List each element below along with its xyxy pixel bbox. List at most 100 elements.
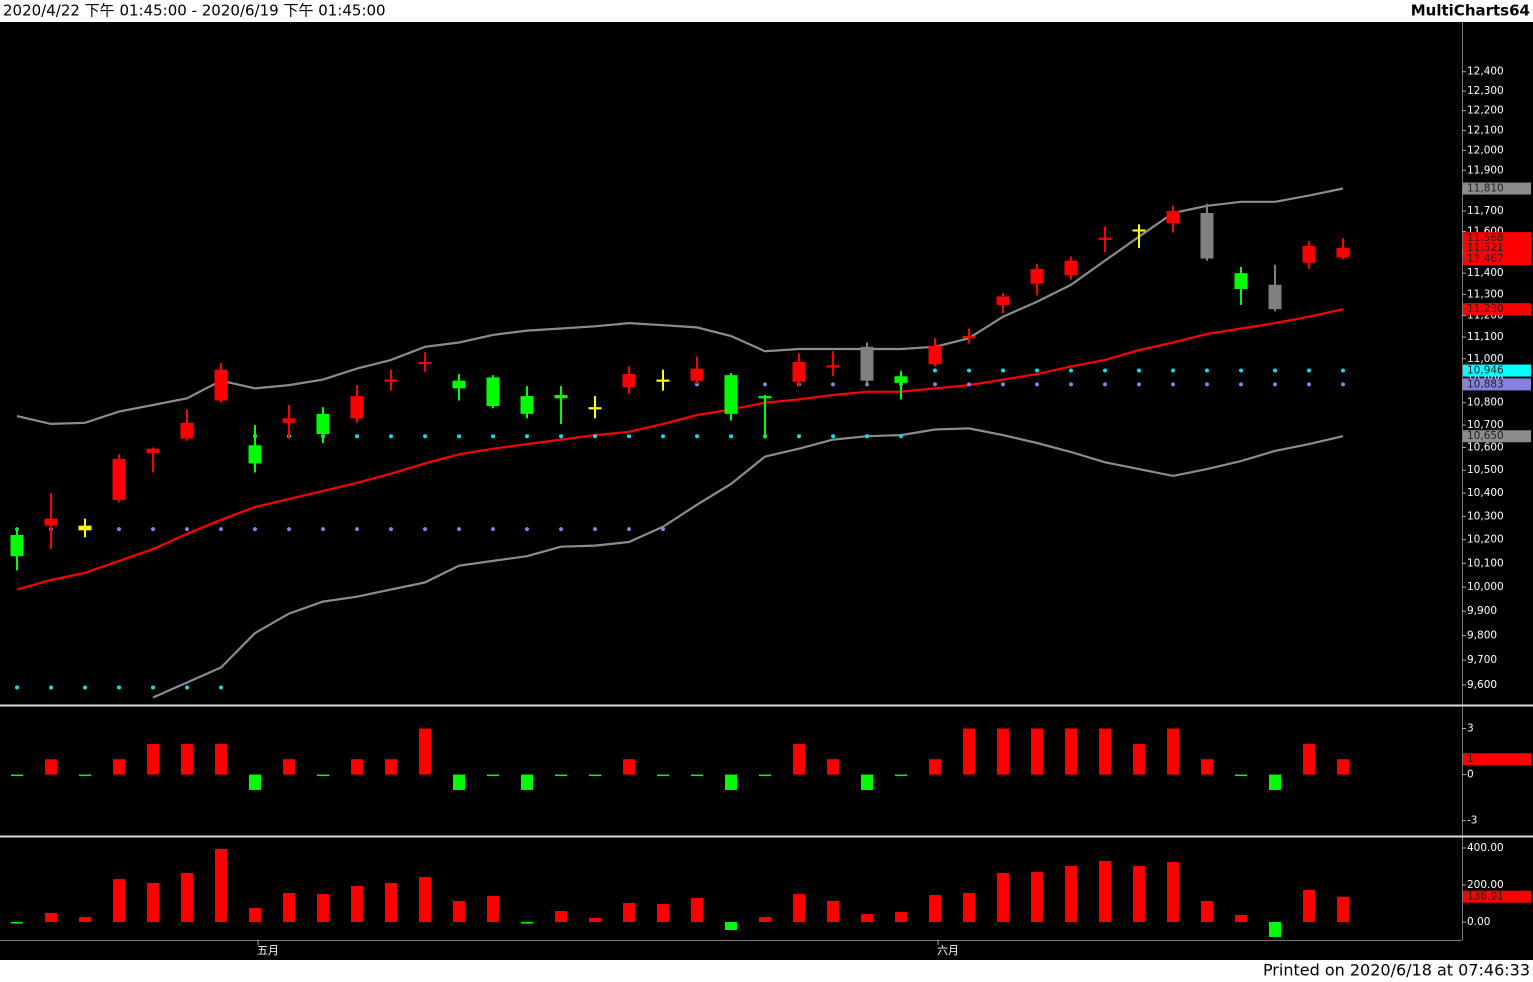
bar <box>861 774 873 790</box>
price-marker <box>1463 241 1531 254</box>
header-bar <box>0 0 1533 22</box>
bar <box>657 904 669 923</box>
bar <box>487 774 499 777</box>
indicator-dot <box>865 434 869 439</box>
indicator-dot <box>185 685 189 690</box>
bar <box>11 922 23 924</box>
price-pane <box>10 187 1350 699</box>
bar <box>283 892 295 923</box>
price-marker <box>1463 232 1531 245</box>
indicator-dot <box>797 434 801 439</box>
bar <box>793 743 805 775</box>
indicator-dot <box>1307 368 1311 373</box>
indicator-dot <box>831 434 835 439</box>
bar <box>283 759 295 775</box>
y-tick-label: 10,500 <box>1467 464 1504 476</box>
bar <box>895 912 907 923</box>
indicator-dot <box>1137 368 1141 373</box>
price-marker-label: 11,810 <box>1467 183 1504 195</box>
candle-body <box>214 369 228 401</box>
footer-bar <box>0 960 1533 982</box>
y-tick-label: 10,000 <box>1467 581 1504 593</box>
y-tick-label: 10,100 <box>1467 557 1504 569</box>
indicator-dot <box>15 685 19 690</box>
bar <box>1235 915 1247 923</box>
bar <box>317 774 329 777</box>
indicator-line <box>152 427 1344 699</box>
indicator-dot <box>151 527 155 532</box>
candle-body <box>894 376 908 383</box>
candle-body <box>112 458 126 501</box>
y-tick-label: 11,000 <box>1467 353 1504 365</box>
bar <box>453 900 465 923</box>
y-tick-label: 11,300 <box>1467 288 1504 300</box>
y-tick-label: 12,000 <box>1467 144 1504 156</box>
indicator-dot <box>1001 368 1005 373</box>
bar <box>351 759 363 775</box>
indicator-line <box>16 187 1344 426</box>
indicator-pane <box>11 848 1349 938</box>
indicator-dot <box>49 685 53 690</box>
candle-body <box>1302 246 1316 263</box>
candle-body <box>1064 260 1078 276</box>
y-tick-label: -3 <box>1467 815 1477 827</box>
y-tick-label: 400.00 <box>1467 842 1504 854</box>
bar <box>249 907 261 923</box>
indicator-dot <box>1035 382 1039 387</box>
price-marker-label: 136.91 <box>1467 891 1504 903</box>
price-marker-label: 10,650 <box>1467 430 1504 442</box>
x-tick-label: 六月 <box>937 944 959 957</box>
y-tick-label: 10,200 <box>1467 534 1504 546</box>
bar <box>181 872 193 923</box>
indicator-dot <box>1239 368 1243 373</box>
bar <box>1167 862 1179 923</box>
indicator-dot <box>1103 382 1107 387</box>
bar <box>589 774 601 777</box>
bar <box>895 774 907 777</box>
indicator-dot <box>491 434 495 439</box>
candle-body <box>690 368 704 381</box>
indicator-dot <box>389 434 393 439</box>
candle-body <box>452 380 466 389</box>
bar <box>351 885 363 923</box>
bar <box>963 892 975 923</box>
candle-body <box>418 362 432 365</box>
indicator-dot <box>117 685 121 690</box>
bar <box>555 911 567 923</box>
indicator-dot <box>933 382 937 387</box>
candle-body <box>622 374 636 388</box>
y-tick-label: 11,900 <box>1467 164 1504 176</box>
price-marker-label: 10,946 <box>1467 365 1504 377</box>
print-info: Printed on 2020/6/18 at 07:46:33 <box>1263 961 1530 980</box>
indicator-dot <box>695 434 699 439</box>
candle-body <box>1098 237 1112 240</box>
indicator-dot <box>389 527 393 532</box>
candle-body <box>724 375 738 414</box>
candle-body <box>10 534 24 557</box>
candle-body <box>520 396 534 414</box>
indicator-dot <box>1307 382 1311 387</box>
bar <box>1065 728 1077 775</box>
y-tick-label: 12,400 <box>1467 66 1504 78</box>
bar <box>1133 865 1145 923</box>
indicator-dot <box>185 527 189 532</box>
bar <box>725 774 737 790</box>
bar <box>215 848 227 923</box>
candle-body <box>962 336 976 339</box>
bar <box>997 872 1009 923</box>
candle-body <box>588 407 602 410</box>
bar <box>113 879 125 923</box>
indicator-dot <box>1103 368 1107 373</box>
indicator-dot <box>627 434 631 439</box>
candle-body <box>350 396 364 419</box>
bar <box>45 759 57 775</box>
indicator-dot <box>967 382 971 387</box>
price-marker-label: 11,521 <box>1467 242 1504 254</box>
price-marker <box>1463 182 1531 195</box>
y-tick-label: 0.00 <box>1467 916 1490 928</box>
price-marker <box>1463 430 1531 443</box>
price-marker <box>1463 753 1531 766</box>
brand: MultiCharts64 <box>1411 2 1530 20</box>
